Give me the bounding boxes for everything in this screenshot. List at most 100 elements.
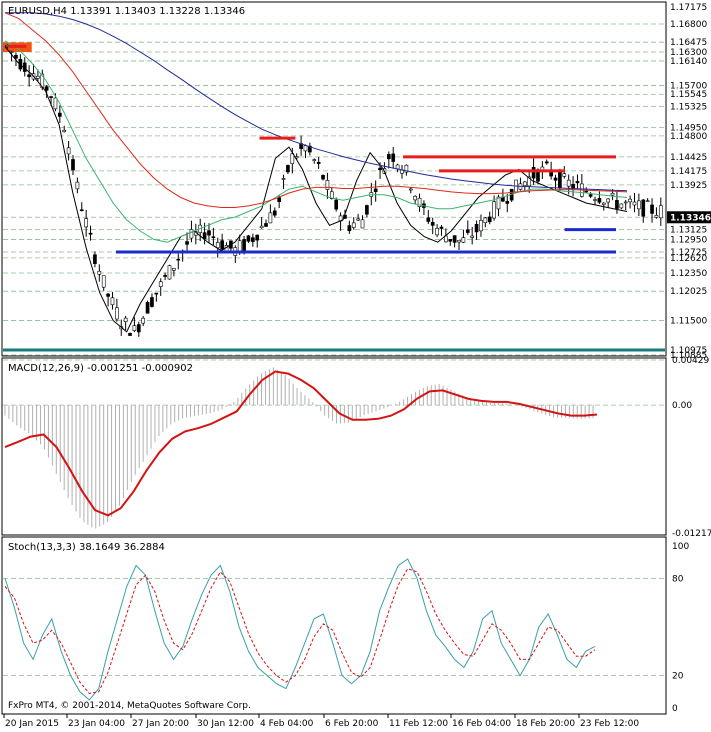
- time-tick-label: 23 Feb 12:00: [580, 719, 639, 729]
- time-tick-label: 23 Jan 04:00: [68, 719, 125, 729]
- candle-body: [645, 200, 650, 203]
- candle-body: [321, 174, 325, 180]
- candle-body: [5, 45, 10, 47]
- candle-body: [277, 197, 282, 202]
- candle-body: [610, 192, 615, 196]
- candle-body: [360, 219, 365, 229]
- candle-body: [211, 236, 216, 239]
- time-tick-label: 6 Feb 20:00: [325, 719, 379, 729]
- candle-body: [101, 275, 106, 288]
- candle-body: [650, 204, 654, 214]
- candle-body: [242, 239, 246, 251]
- price-tick-label: 1.12725: [670, 248, 707, 258]
- macd-grid: [3, 359, 665, 406]
- candle-body: [641, 199, 646, 217]
- candle-body: [207, 230, 211, 236]
- candle-body: [522, 181, 527, 186]
- candle-body: [14, 54, 18, 59]
- candle-body: [36, 75, 40, 79]
- candle-body: [308, 145, 312, 153]
- candle-body: [426, 217, 431, 222]
- candle-body: [84, 218, 88, 228]
- candle-body: [483, 217, 488, 224]
- time-tick-label: 30 Jan 12:00: [197, 719, 254, 729]
- candle-body: [435, 228, 439, 236]
- current-price-label: 1.13346: [670, 213, 711, 223]
- candle-body: [97, 270, 102, 275]
- macd-signal-line: [4, 370, 598, 517]
- candle-body: [470, 235, 475, 238]
- candle-body: [141, 317, 146, 324]
- candle-body: [329, 191, 334, 200]
- price-tick-label: 1.15700: [670, 82, 707, 92]
- candle-body: [172, 268, 176, 271]
- candle-body: [303, 145, 308, 152]
- candle-body: [215, 242, 220, 249]
- candle-body: [220, 240, 224, 250]
- time-tick-label: 11 Feb 12:00: [389, 719, 448, 729]
- candle-body: [448, 239, 453, 242]
- price-tick-label: 1.14950: [670, 124, 707, 134]
- candle-body: [27, 74, 31, 78]
- candle-body: [373, 188, 378, 192]
- candle-body: [316, 161, 321, 164]
- candle-body: [413, 195, 417, 201]
- candle-body: [575, 181, 580, 184]
- price-tick-label: 1.12620: [670, 254, 707, 264]
- candle-body: [88, 232, 93, 235]
- stoch-tick-label: 80: [672, 574, 684, 584]
- macd-tick-label: 0.00: [672, 401, 692, 411]
- candle-body: [237, 240, 242, 252]
- candle-body: [158, 281, 163, 287]
- candle-body: [584, 190, 589, 193]
- candle-body: [439, 226, 444, 229]
- candle-body: [619, 203, 624, 209]
- candle-body: [79, 209, 84, 212]
- price-tick-label: 1.16475: [670, 38, 707, 48]
- candle-body: [268, 212, 273, 224]
- candle-body: [479, 220, 483, 232]
- candle-body: [251, 237, 255, 242]
- price-tick-label: 1.10975: [670, 346, 707, 356]
- candle-body: [628, 198, 632, 203]
- candle-body: [49, 96, 53, 98]
- current-price-tag: [667, 211, 711, 224]
- candle-body: [115, 307, 119, 320]
- candle-body: [430, 222, 435, 226]
- candle-body: [365, 205, 369, 215]
- candle-body: [167, 265, 172, 280]
- stoch-axis: 100 80 20 0: [672, 542, 689, 714]
- stoch-lines: [4, 558, 596, 701]
- time-axis: 20 Jan 2015 23 Jan 04:00 27 Jan 20:00 30 Ja…: [3, 714, 639, 729]
- candle-body: [527, 176, 532, 187]
- ma-fast-line: [4, 46, 628, 333]
- candle-body: [601, 202, 606, 205]
- candle-body: [487, 216, 492, 223]
- candle-body: [62, 129, 67, 133]
- candle-body: [185, 241, 189, 245]
- candle-body: [465, 229, 470, 233]
- candle-body: [176, 258, 181, 261]
- candle-body: [106, 293, 110, 297]
- candle-body: [496, 196, 501, 210]
- candle-body: [632, 201, 637, 206]
- macd-histogram: [4, 367, 594, 529]
- candle-body: [654, 215, 659, 218]
- candle-body: [408, 188, 413, 191]
- candle-body: [145, 301, 150, 314]
- candle-body: [163, 274, 167, 277]
- candle-body: [9, 51, 14, 53]
- stoch-tick-label: 20: [672, 672, 684, 682]
- candle-body: [66, 147, 71, 155]
- candle-body: [351, 222, 356, 228]
- candle-body: [566, 179, 571, 187]
- stoch-tick-label: 0: [672, 704, 678, 714]
- price-tick-label: 1.12950: [670, 235, 707, 245]
- candle-body: [531, 166, 536, 179]
- candle-body: [132, 325, 137, 331]
- candle-body: [286, 165, 290, 173]
- price-tick-label: 1.14425: [670, 153, 707, 163]
- candle-body: [53, 97, 58, 110]
- macd-tick-label: 0.00429: [672, 356, 709, 366]
